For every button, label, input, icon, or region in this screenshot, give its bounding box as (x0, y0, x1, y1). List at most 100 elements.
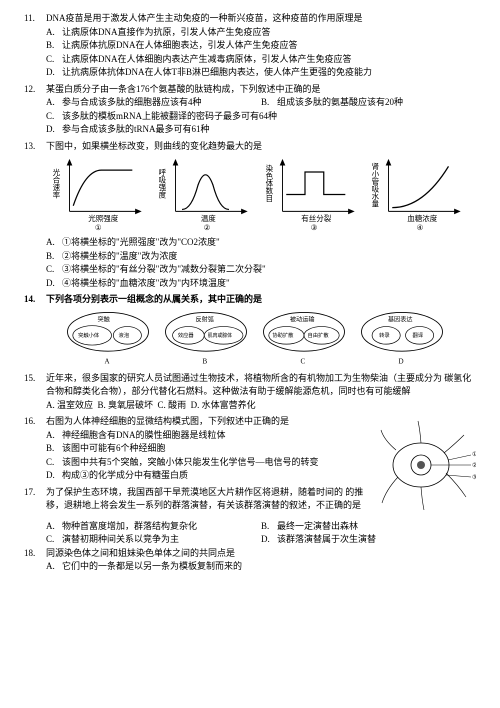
q11-number: 11. (24, 12, 46, 26)
q11-opt-a: 让病原体DNA直接作为抗原，引发人体产生免疫应答 (62, 26, 476, 40)
svg-text:翻译: 翻译 (413, 331, 424, 339)
svg-text:基因表达: 基因表达 (388, 315, 413, 323)
q13-opt-a: ①将横坐标的"光照强度"改为"CO2浓度" (62, 236, 476, 250)
q17-opt-a: 物种首富度增加，群落结构复杂化 (62, 520, 261, 534)
opt-letter: A. (46, 96, 62, 110)
opt-letter: D. (46, 277, 62, 291)
opt-letter: D. (46, 123, 62, 137)
q12-opt-c: 该多肽的模板mRNA上能被翻译的密码子最多可有64种 (62, 110, 476, 124)
svg-text:效应器: 效应器 (178, 331, 195, 339)
svg-text:被动运输: 被动运输 (290, 315, 315, 323)
q12-opt-d: 参与合成该多肽的tRNA最多可有61种 (62, 123, 476, 137)
q16-stem: 右图为人体神经细胞的显微结构模式图，下列叙述中正确的是 (46, 415, 376, 429)
g1-xlabel: 光照强度 (88, 213, 118, 223)
opt-letter: A. (46, 560, 62, 574)
svg-text:自由扩散: 自由扩散 (308, 331, 330, 339)
q13-number: 13. (24, 140, 46, 154)
q14-stem: 下列各项分别表示一组概念的从属关系，其中正确的是 (46, 293, 476, 307)
question-11: 11. DNA疫苗是用于激发人体产生主动免疫的一种新兴疫苗，这种疫苗的作用原理是… (24, 12, 476, 80)
q18-number: 18. (24, 547, 46, 561)
q17-options: A.物种首富度增加，群落结构复杂化 B.最终一定演替出森林 C.演替初期种间关系… (24, 520, 476, 547)
question-12: 12. 某蛋白质分子由一条含176个氨基酸的肽链构成，下列叙述中正确的是 A.参… (24, 83, 476, 137)
opt-letter: B. (46, 442, 62, 456)
question-17: 17. 为了保护生态环境，我国西部干旱荒漠地区大片耕作区将退耕，随着时间的 的推… (24, 486, 376, 513)
g4-sub: ④ (417, 223, 424, 232)
opt-letter: C. (46, 53, 62, 67)
opt-letter: D. (261, 533, 277, 547)
oval-c: 被动运输 协助扩散 自由扩散 C (260, 309, 348, 367)
svg-text:转录: 转录 (379, 331, 390, 339)
question-15: 15. 近年来，很多国家的研究人员试图通过生物技术，将植物所含的有机物加工为生物… (24, 372, 476, 413)
q14-number: 14. (24, 293, 46, 307)
opt-letter: B. (261, 96, 277, 110)
question-14: 14. 下列各项分别表示一组概念的从属关系，其中正确的是 突触 突触小体 液泡 … (24, 293, 476, 369)
svg-text:反射弧: 反射弧 (195, 315, 213, 323)
g4-ylabel: 肾小管吸水量 (371, 162, 380, 208)
g2-sub: ② (204, 223, 211, 232)
svg-text:C: C (300, 357, 305, 365)
q18-opt-a: 它们中的一条都是以另一条为模板复制而来的 (62, 560, 476, 574)
q15-number: 15. (24, 372, 46, 399)
q17-stem: 为了保护生态环境，我国西部干旱荒漠地区大片耕作区将退耕，随着时间的 的推移，退耕… (46, 486, 376, 513)
q17-opt-d: 该群落演替属于次生演替 (277, 533, 476, 547)
opt-letter: A. (46, 520, 62, 534)
question-13: 13. 下图中，如果横坐标改变，则曲线的变化趋势最大的是 光合速率 光照强度 ①… (24, 140, 476, 291)
graph-2: 呼吸强度 温度 ② (158, 157, 253, 232)
q12-opt-b: 组成该多肽的氨基酸应该有20种 (277, 96, 476, 110)
q16-opt-a: 神经细胞含有DNA的膜性细胞器是线粒体 (62, 429, 376, 443)
graphs-row: 光合速率 光照强度 ① 呼吸强度 温度 ② (24, 153, 476, 234)
oval-d: 基因表达 转录 翻译 D (358, 309, 446, 367)
q11-opt-d: 让抗病原体抗体DNA在人体T非B淋巴细胞内表达，使人体产生更强的免疫能力 (62, 66, 476, 80)
q17-opt-b: 最终一定演替出森林 (277, 520, 476, 534)
svg-text:③: ③ (472, 474, 476, 481)
g1-ylabel: 光合速率 (52, 167, 61, 200)
svg-text:①: ① (472, 451, 476, 458)
question-16: 16. 右图为人体神经细胞的显微结构模式图，下列叙述中正确的是 A.神经细胞含有… (24, 415, 376, 483)
g3-ylabel: 染色体数目 (265, 163, 274, 203)
q13-opt-b: ②将横坐标的"温度"改为浓度 (62, 250, 476, 264)
g4-xlabel: 血糖浓度 (407, 213, 437, 223)
q16-wrap: 16. 右图为人体神经细胞的显微结构模式图，下列叙述中正确的是 A.神经细胞含有… (24, 415, 476, 520)
svg-text:肌肉或腺体: 肌肉或腺体 (208, 332, 232, 339)
g2-xlabel: 温度 (201, 213, 216, 223)
svg-text:突触: 突触 (97, 315, 109, 323)
ovals-row: 突触 突触小体 液泡 A 反射弧 效应器 肌肉或腺体 B 被动运输 (24, 307, 476, 369)
opt-letter: B. (46, 250, 62, 264)
svg-text:A: A (104, 357, 110, 365)
g1-sub: ① (95, 223, 102, 232)
graph-3: 染色体数目 有丝分裂 ③ (265, 157, 360, 232)
opt-letter: D. (46, 469, 62, 483)
q12-opt-a: 参与合成该多肽的细胞器应该有4种 (62, 96, 261, 110)
opt-letter: C. (46, 263, 62, 277)
svg-text:液泡: 液泡 (119, 331, 130, 339)
g2-ylabel: 呼吸强度 (158, 167, 167, 200)
q16-opt-c: 该图中共有5个突触，突触小体只能发生化学信号—电信号的转变 (62, 456, 376, 470)
question-18: 18. 同源染色体之间和姐妹染色单体之间的共同点是 A.它们中的一条都是以另一条… (24, 547, 476, 574)
opt-letter: B. (46, 39, 62, 53)
q11-stem: DNA疫苗是用于激发人体产生主动免疫的一种新兴疫苗，这种疫苗的作用原理是 (46, 12, 476, 26)
graph-1: 光合速率 光照强度 ① (52, 157, 147, 232)
q17-number: 17. (24, 486, 46, 513)
q13-opt-c: ③将横坐标的"有丝分裂"改为"减数分裂第二次分裂" (62, 263, 476, 277)
svg-text:B: B (202, 357, 207, 365)
q15-opts-inline: A. 温室效应 B. 臭氧层破坏 C. 酸雨 D. 水体富营养化 (46, 399, 256, 413)
svg-text:②: ② (472, 462, 476, 469)
q16-opt-b: 该图中可能有6个种经细胞 (62, 442, 376, 456)
q11-opt-b: 让病原体抗原DNA在人体细胞表达，引发人体产生免疫应答 (62, 39, 476, 53)
q13-stem: 下图中，如果横坐标改变，则曲线的变化趋势最大的是 (46, 140, 476, 154)
opt-letter: A. (46, 26, 62, 40)
q18-stem: 同源染色体之间和姐妹染色单体之间的共同点是 (46, 547, 476, 561)
svg-text:协助扩散: 协助扩散 (272, 331, 294, 339)
q17-opt-c: 演替初期种间关系以竞争为主 (62, 533, 261, 547)
q12-number: 12. (24, 83, 46, 97)
g3-xlabel: 有丝分裂 (301, 213, 331, 223)
opt-letter: A. (46, 236, 62, 250)
opt-letter: C. (46, 110, 62, 124)
opt-letter: C. (46, 456, 62, 470)
svg-text:突触小体: 突触小体 (78, 331, 100, 339)
oval-b: 反射弧 效应器 肌肉或腺体 B (162, 309, 250, 367)
g3-sub: ③ (310, 223, 317, 232)
q13-opt-d: ④将横坐标的"血糖浓度"改为"内环境温度" (62, 277, 476, 291)
q15-stem: 近年来，很多国家的研究人员试图通过生物技术，将植物所含的有机物加工为生物柴油（主… (46, 372, 476, 399)
oval-a: 突触 突触小体 液泡 A (64, 309, 152, 367)
